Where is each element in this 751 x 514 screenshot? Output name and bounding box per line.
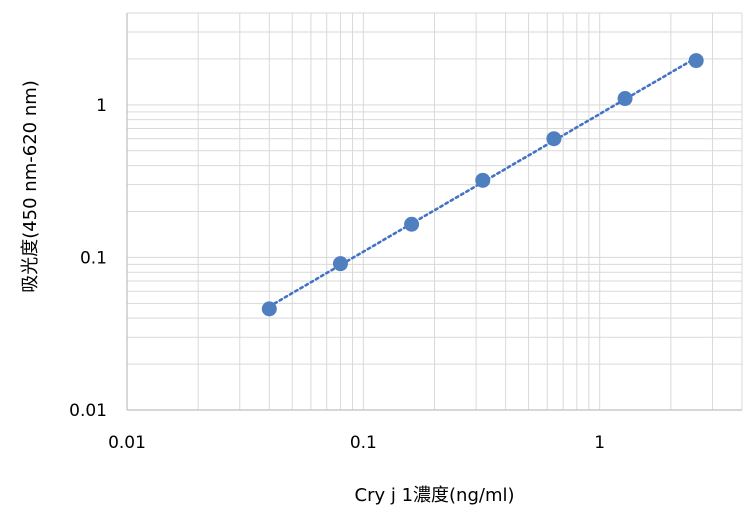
y-tick-labels: 0.01 0.1 1 — [69, 96, 107, 421]
data-point — [688, 53, 704, 69]
y-axis-title: 吸光度(450 nm-620 nm) — [20, 80, 41, 293]
x-tick-label: 1 — [594, 433, 605, 453]
data-point — [404, 216, 420, 232]
y-tick-label: 0.1 — [80, 248, 107, 268]
data-point — [475, 172, 491, 188]
x-axis-title: Cry j 1濃度(ng/ml) — [355, 485, 515, 506]
x-tick-label: 0.01 — [108, 433, 146, 453]
y-tick-label: 0.01 — [69, 401, 107, 421]
data-point — [546, 131, 562, 147]
axes — [126, 13, 742, 411]
data-point — [617, 91, 633, 107]
data-point — [332, 256, 348, 272]
grid-minor — [127, 12, 743, 410]
data-point — [261, 301, 277, 317]
x-tick-labels: 0.01 0.1 1 — [108, 433, 605, 453]
x-tick-label: 0.1 — [350, 433, 377, 453]
y-tick-label: 1 — [96, 96, 107, 116]
points-layer — [261, 53, 704, 317]
